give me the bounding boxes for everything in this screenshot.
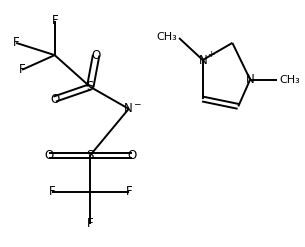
Text: −: − xyxy=(133,100,141,108)
Text: O: O xyxy=(50,93,59,105)
Text: N: N xyxy=(198,54,207,66)
Text: S: S xyxy=(87,80,94,93)
Text: F: F xyxy=(125,185,132,198)
Text: N: N xyxy=(124,102,133,115)
Text: N: N xyxy=(246,73,254,86)
Text: F: F xyxy=(19,63,25,76)
Text: O: O xyxy=(127,149,136,162)
Text: S: S xyxy=(87,149,94,162)
Text: F: F xyxy=(48,185,55,198)
Text: F: F xyxy=(51,14,58,27)
Text: F: F xyxy=(13,36,20,49)
Text: O: O xyxy=(92,49,101,62)
Text: CH₃: CH₃ xyxy=(156,32,177,42)
Text: F: F xyxy=(87,217,94,230)
Text: CH₃: CH₃ xyxy=(279,75,300,84)
Text: +: + xyxy=(207,50,215,59)
Text: O: O xyxy=(44,149,53,162)
